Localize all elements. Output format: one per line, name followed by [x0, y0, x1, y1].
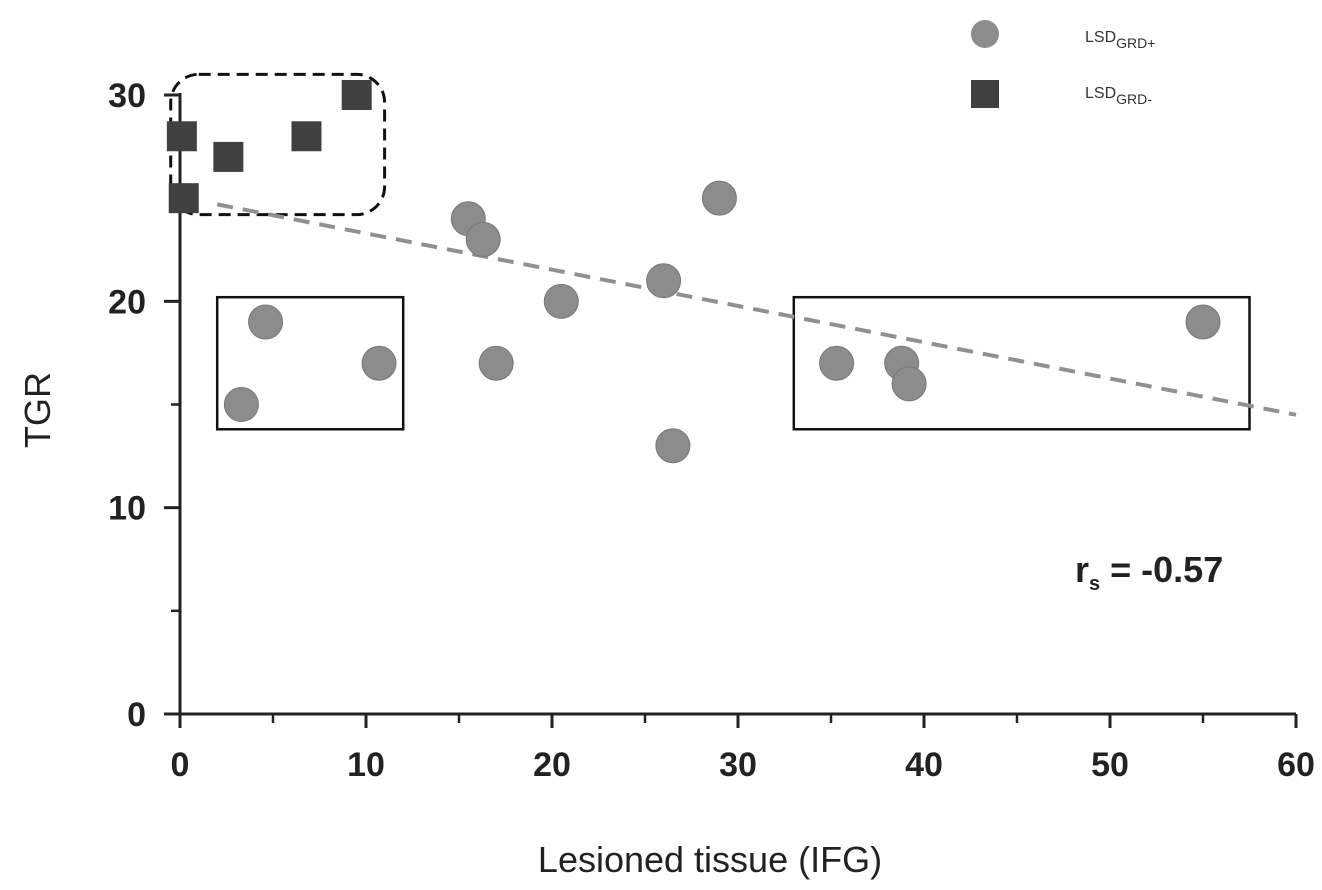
- x-tick-label: 40: [905, 746, 943, 784]
- legend-label-grd-minus: LSDGRD-: [1085, 85, 1152, 107]
- data-point-circle: [223, 387, 259, 422]
- data-points: [166, 80, 1221, 464]
- data-point-circle: [646, 263, 682, 299]
- y-axis-title: TGR: [17, 372, 58, 448]
- data-point-circle: [891, 366, 927, 402]
- data-point-circle: [1185, 304, 1221, 340]
- annotation-value: = -0.57: [1100, 549, 1223, 590]
- data-point-circle: [361, 345, 397, 381]
- data-point-circle: [819, 345, 855, 381]
- correlation-annotation: rs = -0.57: [1075, 549, 1223, 595]
- highlight-box: [792, 295, 1251, 431]
- data-point-circle: [248, 304, 284, 340]
- highlight-box: [215, 295, 405, 431]
- legend-label-sub: GRD-: [1116, 91, 1152, 107]
- legend: LSDGRD+ LSDGRD-: [971, 20, 1155, 108]
- legend-label-sub: GRD+: [1116, 35, 1155, 51]
- x-tick-label: 0: [171, 746, 190, 784]
- y-tick-label: 30: [108, 77, 146, 115]
- data-point-circle: [701, 180, 737, 216]
- data-point-square: [166, 121, 197, 152]
- data-point-circle: [478, 345, 514, 381]
- y-tick-label: 10: [108, 490, 146, 528]
- annotation-sub: s: [1089, 573, 1100, 595]
- x-tick-label: 60: [1277, 746, 1315, 784]
- x-axis-title: Lesioned tissue (IFG): [538, 839, 882, 880]
- data-point-circle: [465, 221, 501, 257]
- legend-marker-circle: [971, 20, 999, 48]
- axes: [178, 93, 1296, 716]
- x-tick-label: 20: [533, 746, 571, 784]
- annotation-main: r: [1075, 549, 1089, 590]
- data-point-square: [168, 183, 199, 214]
- trendline: [216, 202, 1297, 417]
- x-tick-label: 10: [347, 746, 385, 784]
- data-point-circle: [543, 283, 579, 319]
- legend-marker-square: [971, 80, 999, 108]
- legend-label-prefix: LSD: [1085, 85, 1116, 102]
- data-point-square: [341, 80, 372, 110]
- data-point-square: [291, 121, 322, 152]
- trendline-layer: [216, 202, 1297, 417]
- ticks: 0 10 20 30 40 50 60 0 10 20 30: [108, 77, 1315, 784]
- legend-label-prefix: LSD: [1085, 29, 1116, 46]
- y-tick-label: 0: [127, 696, 146, 734]
- legend-label-grd-plus: LSDGRD+: [1085, 29, 1155, 51]
- x-tick-label: 50: [1091, 746, 1129, 784]
- data-point-square: [213, 141, 244, 172]
- x-tick-label: 30: [719, 746, 757, 784]
- data-point-circle: [655, 428, 691, 464]
- y-tick-label: 20: [108, 283, 146, 321]
